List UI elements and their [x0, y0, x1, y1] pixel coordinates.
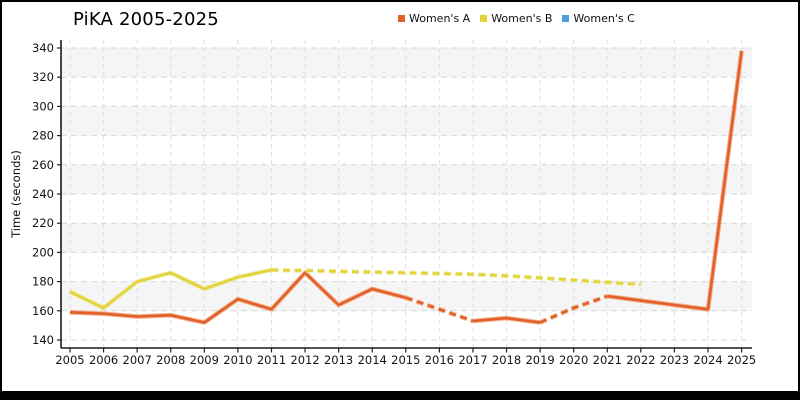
svg-text:320: 320 — [32, 70, 54, 84]
legend-label-womens-a: Women's A — [409, 12, 471, 25]
svg-text:240: 240 — [32, 187, 54, 201]
legend-marker-womens-a — [398, 15, 405, 22]
svg-text:260: 260 — [32, 158, 54, 172]
svg-text:160: 160 — [32, 304, 54, 318]
svg-text:2022: 2022 — [626, 353, 655, 367]
svg-text:2009: 2009 — [190, 353, 219, 367]
svg-text:2008: 2008 — [156, 353, 185, 367]
plot-area: 140 160 180 200 220 240 260 280 300 320 340 2005 200… — [32, 40, 756, 367]
svg-text:2019: 2019 — [525, 353, 554, 367]
svg-text:2006: 2006 — [89, 353, 118, 367]
svg-text:300: 300 — [32, 99, 54, 113]
legend-marker-womens-b — [480, 15, 488, 22]
legend-item-womens-c: Women's C — [562, 12, 635, 25]
svg-text:2005: 2005 — [55, 353, 84, 367]
svg-text:2021: 2021 — [593, 353, 622, 367]
svg-text:2023: 2023 — [660, 353, 689, 367]
legend-label-womens-c: Women's C — [573, 12, 635, 25]
svg-text:2010: 2010 — [223, 353, 252, 367]
svg-text:2007: 2007 — [123, 353, 152, 367]
legend-marker-womens-c — [562, 15, 570, 22]
svg-text:2016: 2016 — [425, 353, 454, 367]
svg-text:2024: 2024 — [693, 353, 722, 367]
svg-text:2020: 2020 — [559, 353, 588, 367]
svg-text:280: 280 — [32, 129, 54, 143]
svg-text:140: 140 — [32, 333, 54, 347]
svg-text:2014: 2014 — [358, 353, 387, 367]
chart-canvas: PiKA 2005-2025 Women's A Women's B Women… — [2, 2, 798, 391]
svg-text:180: 180 — [32, 275, 54, 289]
chart-title: PiKA 2005-2025 — [73, 9, 219, 30]
legend: Women's A Women's B Women's C — [398, 12, 635, 25]
bottom-frame-bar — [0, 391, 800, 400]
svg-text:2017: 2017 — [458, 353, 487, 367]
svg-text:2015: 2015 — [391, 353, 420, 367]
svg-text:220: 220 — [32, 216, 54, 230]
svg-text:2013: 2013 — [324, 353, 353, 367]
legend-item-womens-b: Women's B — [480, 12, 552, 25]
svg-text:2012: 2012 — [290, 353, 319, 367]
svg-text:340: 340 — [32, 41, 54, 55]
svg-text:2018: 2018 — [492, 353, 521, 367]
svg-text:2011: 2011 — [257, 353, 286, 367]
legend-label-womens-b: Women's B — [491, 12, 553, 25]
legend-item-womens-a: Women's A — [398, 12, 470, 25]
svg-text:200: 200 — [32, 245, 54, 259]
svg-text:2025: 2025 — [727, 353, 756, 367]
